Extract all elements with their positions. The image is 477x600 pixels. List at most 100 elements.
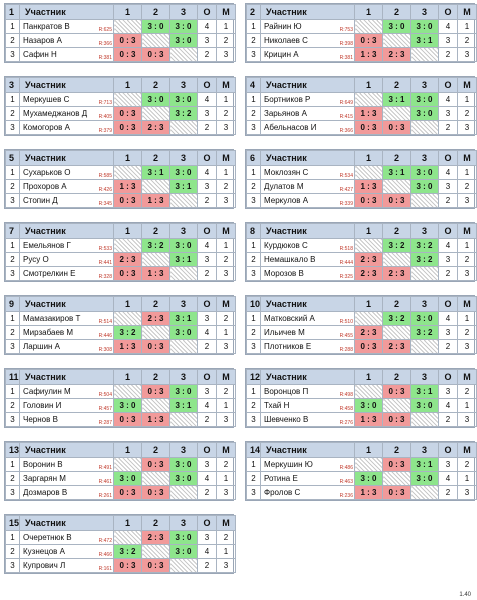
player-place: 3 [216,339,236,354]
header-player: Участник [19,296,114,312]
player-place: 3 [216,558,236,573]
header-points: О [197,77,217,93]
header-points: О [197,515,217,531]
player-rating: R:379 [98,128,112,134]
player-name: Заргарян М [23,474,66,483]
match-score: 0 : 3 [113,266,142,281]
header-player: Участник [19,369,114,385]
player-name: Ильичев М [264,328,305,337]
player-place: 1 [216,92,236,107]
player-place: 3 [457,47,477,62]
player-name-cell: Воронцов П R:498 [260,384,355,399]
match-score [113,384,142,399]
player-place: 1 [216,471,236,486]
player-number: 1 [246,19,261,34]
match-score: 3 : 0 [410,471,439,486]
player-rating: R:415 [339,114,353,120]
match-score: 0 : 3 [382,193,411,208]
match-score [382,179,411,194]
player-points: 3 [197,106,217,121]
player-number: 2 [246,471,261,486]
player-number: 3 [246,485,261,500]
match-score [382,106,411,121]
player-points: 4 [438,238,458,253]
header-points: О [197,442,217,458]
player-number: 1 [5,19,20,34]
player-rating: R:398 [339,41,353,47]
player-name: Панкратов В [23,22,70,31]
match-score [354,238,383,253]
match-score: 3 : 0 [169,238,198,253]
header-points: О [438,77,458,93]
match-score: 0 : 3 [113,47,142,62]
match-score: 3 : 0 [113,398,142,413]
player-place: 1 [457,238,477,253]
header-col-1: 1 [354,4,383,20]
player-points: 3 [438,106,458,121]
player-name: Меркушев С [23,95,70,104]
match-score: 1 : 3 [354,485,383,500]
player-points: 4 [438,19,458,34]
match-score: 3 : 0 [113,471,142,486]
match-score: 3 : 0 [410,92,439,107]
match-score: 3 : 2 [382,311,411,326]
player-name-cell: Шевченко В R:276 [260,412,355,427]
match-score: 3 : 1 [410,457,439,472]
group-number: 6 [246,150,261,166]
match-score [410,120,439,135]
match-score: 3 : 1 [169,311,198,326]
match-score: 3 : 1 [169,252,198,267]
match-score [113,530,142,545]
match-score: 3 : 0 [169,165,198,180]
player-number: 2 [5,471,20,486]
player-rating: R:713 [98,100,112,106]
header-col-1: 1 [354,442,383,458]
match-score [410,266,439,281]
header-points: О [438,4,458,20]
player-place: 3 [216,485,236,500]
header-col-3: 3 [169,369,198,385]
match-score: 3 : 1 [169,179,198,194]
player-place: 1 [457,471,477,486]
match-score: 3 : 0 [169,384,198,399]
player-number: 3 [5,558,20,573]
player-number: 2 [5,544,20,559]
match-score: 0 : 3 [113,33,142,48]
player-name-cell: Русу О R:441 [19,252,114,267]
match-score: 0 : 3 [141,47,170,62]
player-points: 2 [438,120,458,135]
header-points: О [438,150,458,166]
player-rating: R:585 [98,173,112,179]
player-name: Сафиулин М [23,387,71,396]
player-points: 3 [438,325,458,340]
header-place: М [216,296,236,312]
player-rating: R:161 [98,566,112,572]
player-place: 1 [457,398,477,413]
match-score [113,92,142,107]
header-col-1: 1 [354,369,383,385]
match-score: 1 : 3 [354,412,383,427]
player-points: 2 [197,47,217,62]
player-place: 2 [216,252,236,267]
header-place: М [216,515,236,531]
match-score [113,238,142,253]
player-name: Емельянов Г [23,241,71,250]
player-place: 2 [216,530,236,545]
match-score: 3 : 0 [382,19,411,34]
match-score [410,339,439,354]
player-points: 3 [438,252,458,267]
header-col-3: 3 [169,296,198,312]
player-name-cell: Крицин А R:381 [260,47,355,62]
player-place: 3 [216,120,236,135]
player-points: 2 [438,339,458,354]
